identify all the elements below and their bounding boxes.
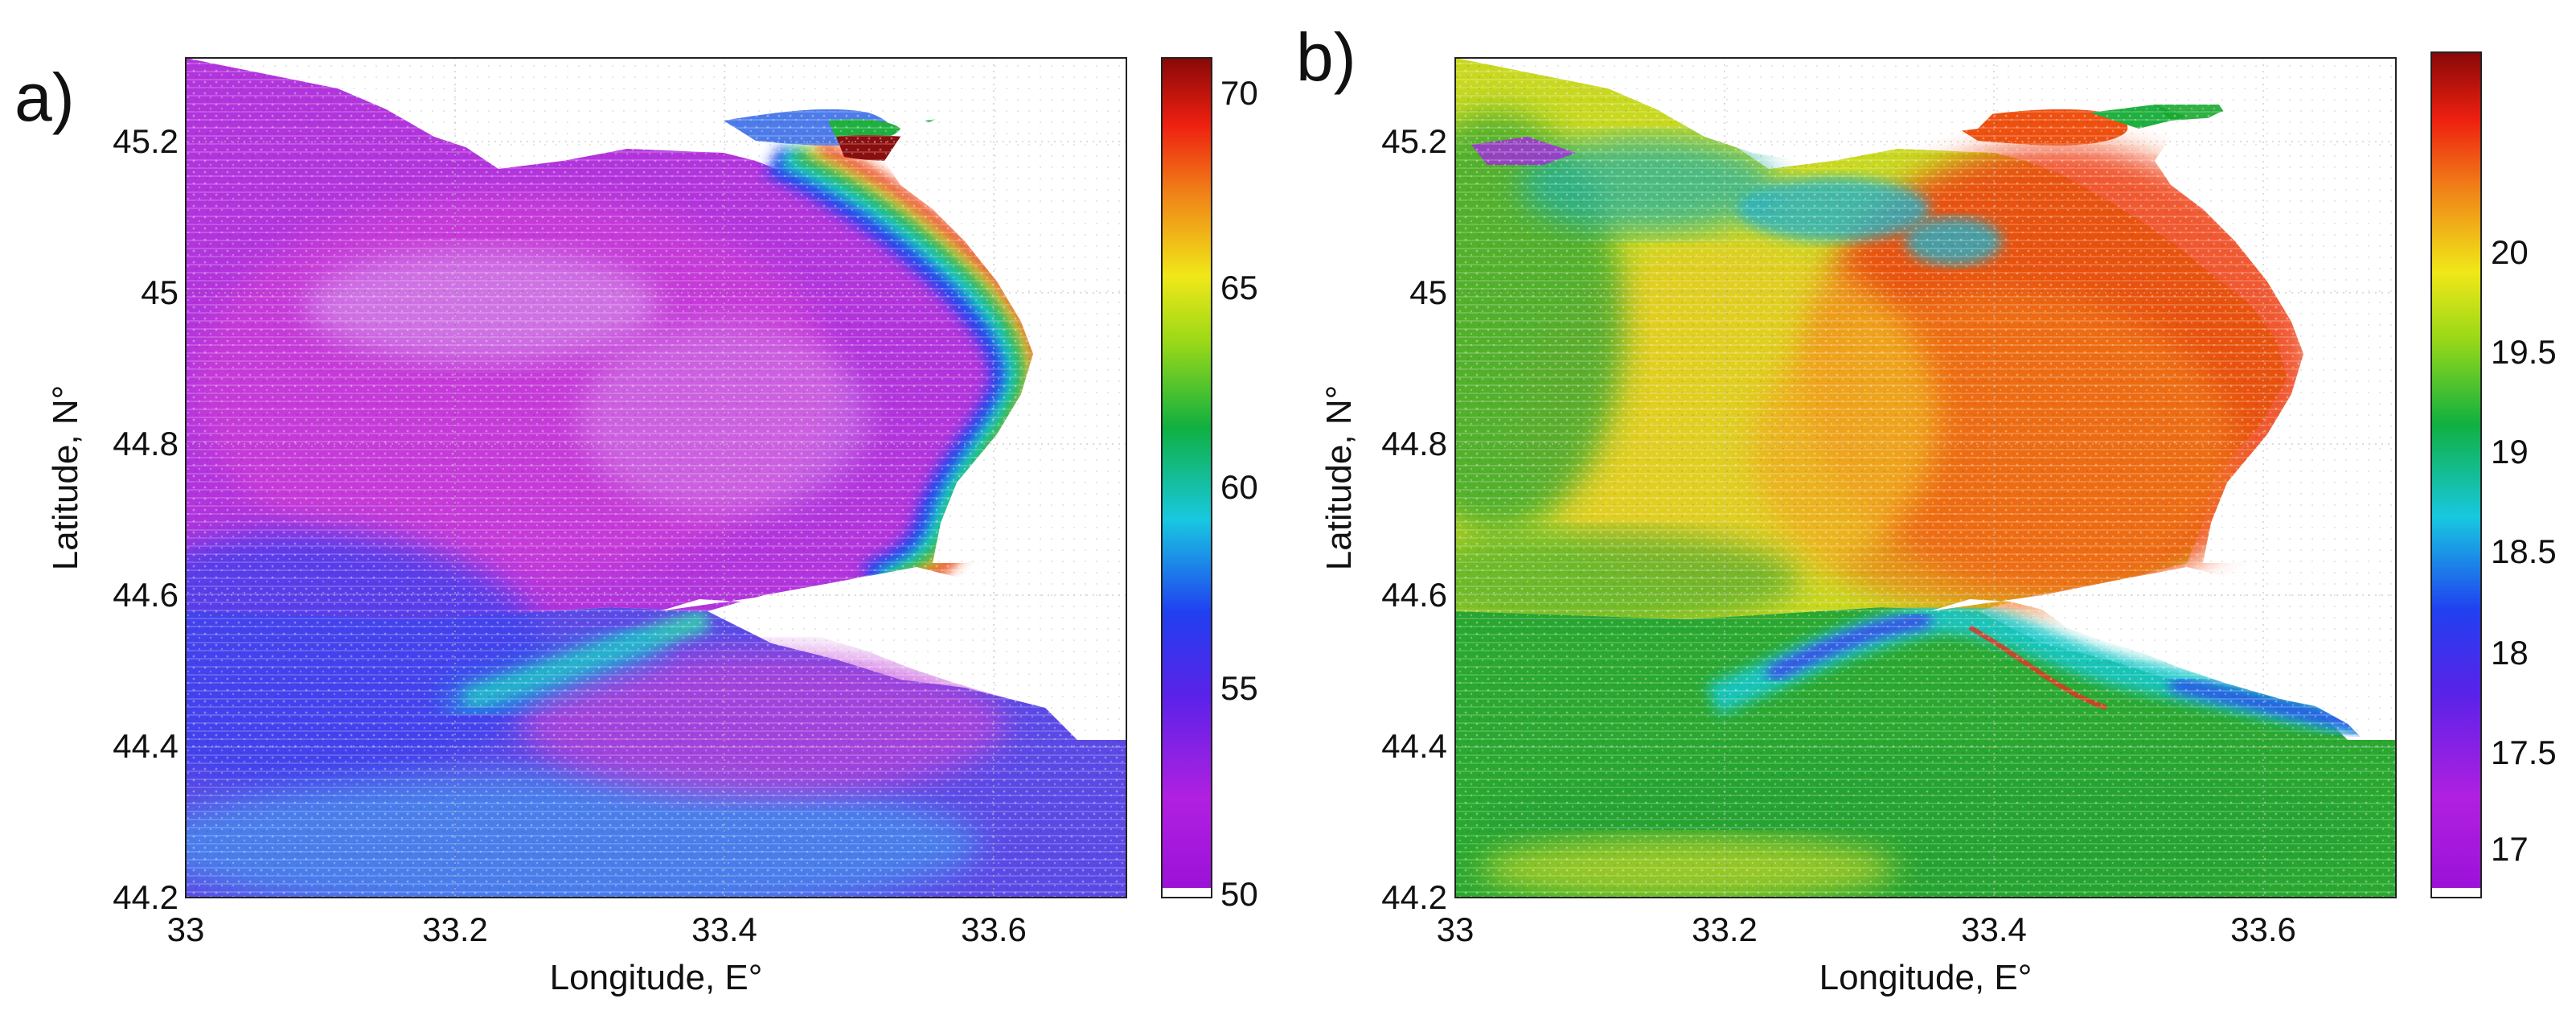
panel-b: b) (1296, 19, 2557, 997)
panel-a-map (186, 58, 1126, 898)
panel-b-ytick: 44.6 (1381, 576, 1447, 614)
panel-a-ytick: 44.2 (113, 878, 178, 916)
panel-b-ytick: 45.2 (1381, 122, 1447, 160)
panel-b-ylabel: Latitude, N° (1319, 385, 1359, 570)
panel-a-xtick: 33 (167, 910, 205, 948)
panel-b-yticks: 44.2 44.4 44.6 44.8 45 45.2 (1381, 122, 1447, 916)
panel-a-xticks: 33 33.2 33.4 33.6 (167, 910, 1027, 948)
panel-a-colorbar: 50 55 60 65 70 (1161, 57, 1258, 913)
panel-b-xlabel: Longitude, E° (1819, 958, 2032, 997)
panel-a-ytick: 44.4 (113, 727, 178, 765)
panel-a-cbar-tick: 55 (1220, 669, 1258, 707)
panel-b-frame (1454, 57, 2397, 898)
panel-a-cbar-tick: 65 (1220, 269, 1258, 306)
panel-a-xlabel: Longitude, E° (550, 958, 763, 997)
panel-b-cbar-tick: 17.5 (2491, 734, 2557, 771)
panel-a-ytick: 45 (141, 273, 178, 311)
panel-b-map (1455, 58, 2396, 898)
panel-a-xtick: 33.4 (691, 910, 757, 948)
panel-a-yticks: 44.2 44.4 44.6 44.8 45 45.2 (113, 122, 178, 916)
panel-a-xtick: 33.6 (961, 910, 1027, 948)
panel-b-ytick: 44.2 (1381, 878, 1447, 916)
panel-b-xtick: 33 (1437, 910, 1475, 948)
panel-b-ytick: 45 (1409, 273, 1447, 311)
panel-b-cbar-tick: 17 (2491, 830, 2529, 868)
panel-b-xtick: 33.6 (2230, 910, 2296, 948)
panel-b-cbar-tick: 19.5 (2491, 333, 2557, 371)
panel-b-cbar-tick: 20 (2491, 233, 2529, 271)
panel-b-cbar-tick: 19 (2491, 433, 2529, 471)
panel-a-ytick: 44.8 (113, 425, 178, 462)
panel-b-colorbar: 17 17.5 18 18.5 19 19.5 20 (2430, 51, 2557, 898)
panel-a-cbar-tick: 70 (1220, 74, 1258, 112)
panel-a-ylabel: Latitude, N° (46, 385, 85, 570)
panel-a-cbar-tick: 50 (1220, 875, 1258, 913)
panel-b-cbar-tick: 18 (2491, 634, 2529, 672)
panel-b-label: b) (1296, 19, 1356, 95)
panel-a-label: a) (14, 60, 75, 135)
panel-b-ytick: 44.8 (1381, 425, 1447, 462)
panel-a-cbar-tick: 60 (1220, 468, 1258, 506)
panel-b-cbar-tick: 18.5 (2491, 532, 2557, 570)
panel-a-xtick: 33.2 (422, 910, 488, 948)
panel-b-xtick: 33.4 (1961, 910, 2027, 948)
panel-b-xticks: 33 33.2 33.4 33.6 (1437, 910, 2296, 948)
panel-a-ytick: 44.6 (113, 576, 178, 614)
panel-a-frame (185, 57, 1127, 898)
panel-a: a) (14, 57, 1258, 997)
panel-b-ytick: 44.4 (1381, 727, 1447, 765)
panel-b-xtick: 33.2 (1692, 910, 1758, 948)
panel-a-ytick: 45.2 (113, 122, 178, 160)
